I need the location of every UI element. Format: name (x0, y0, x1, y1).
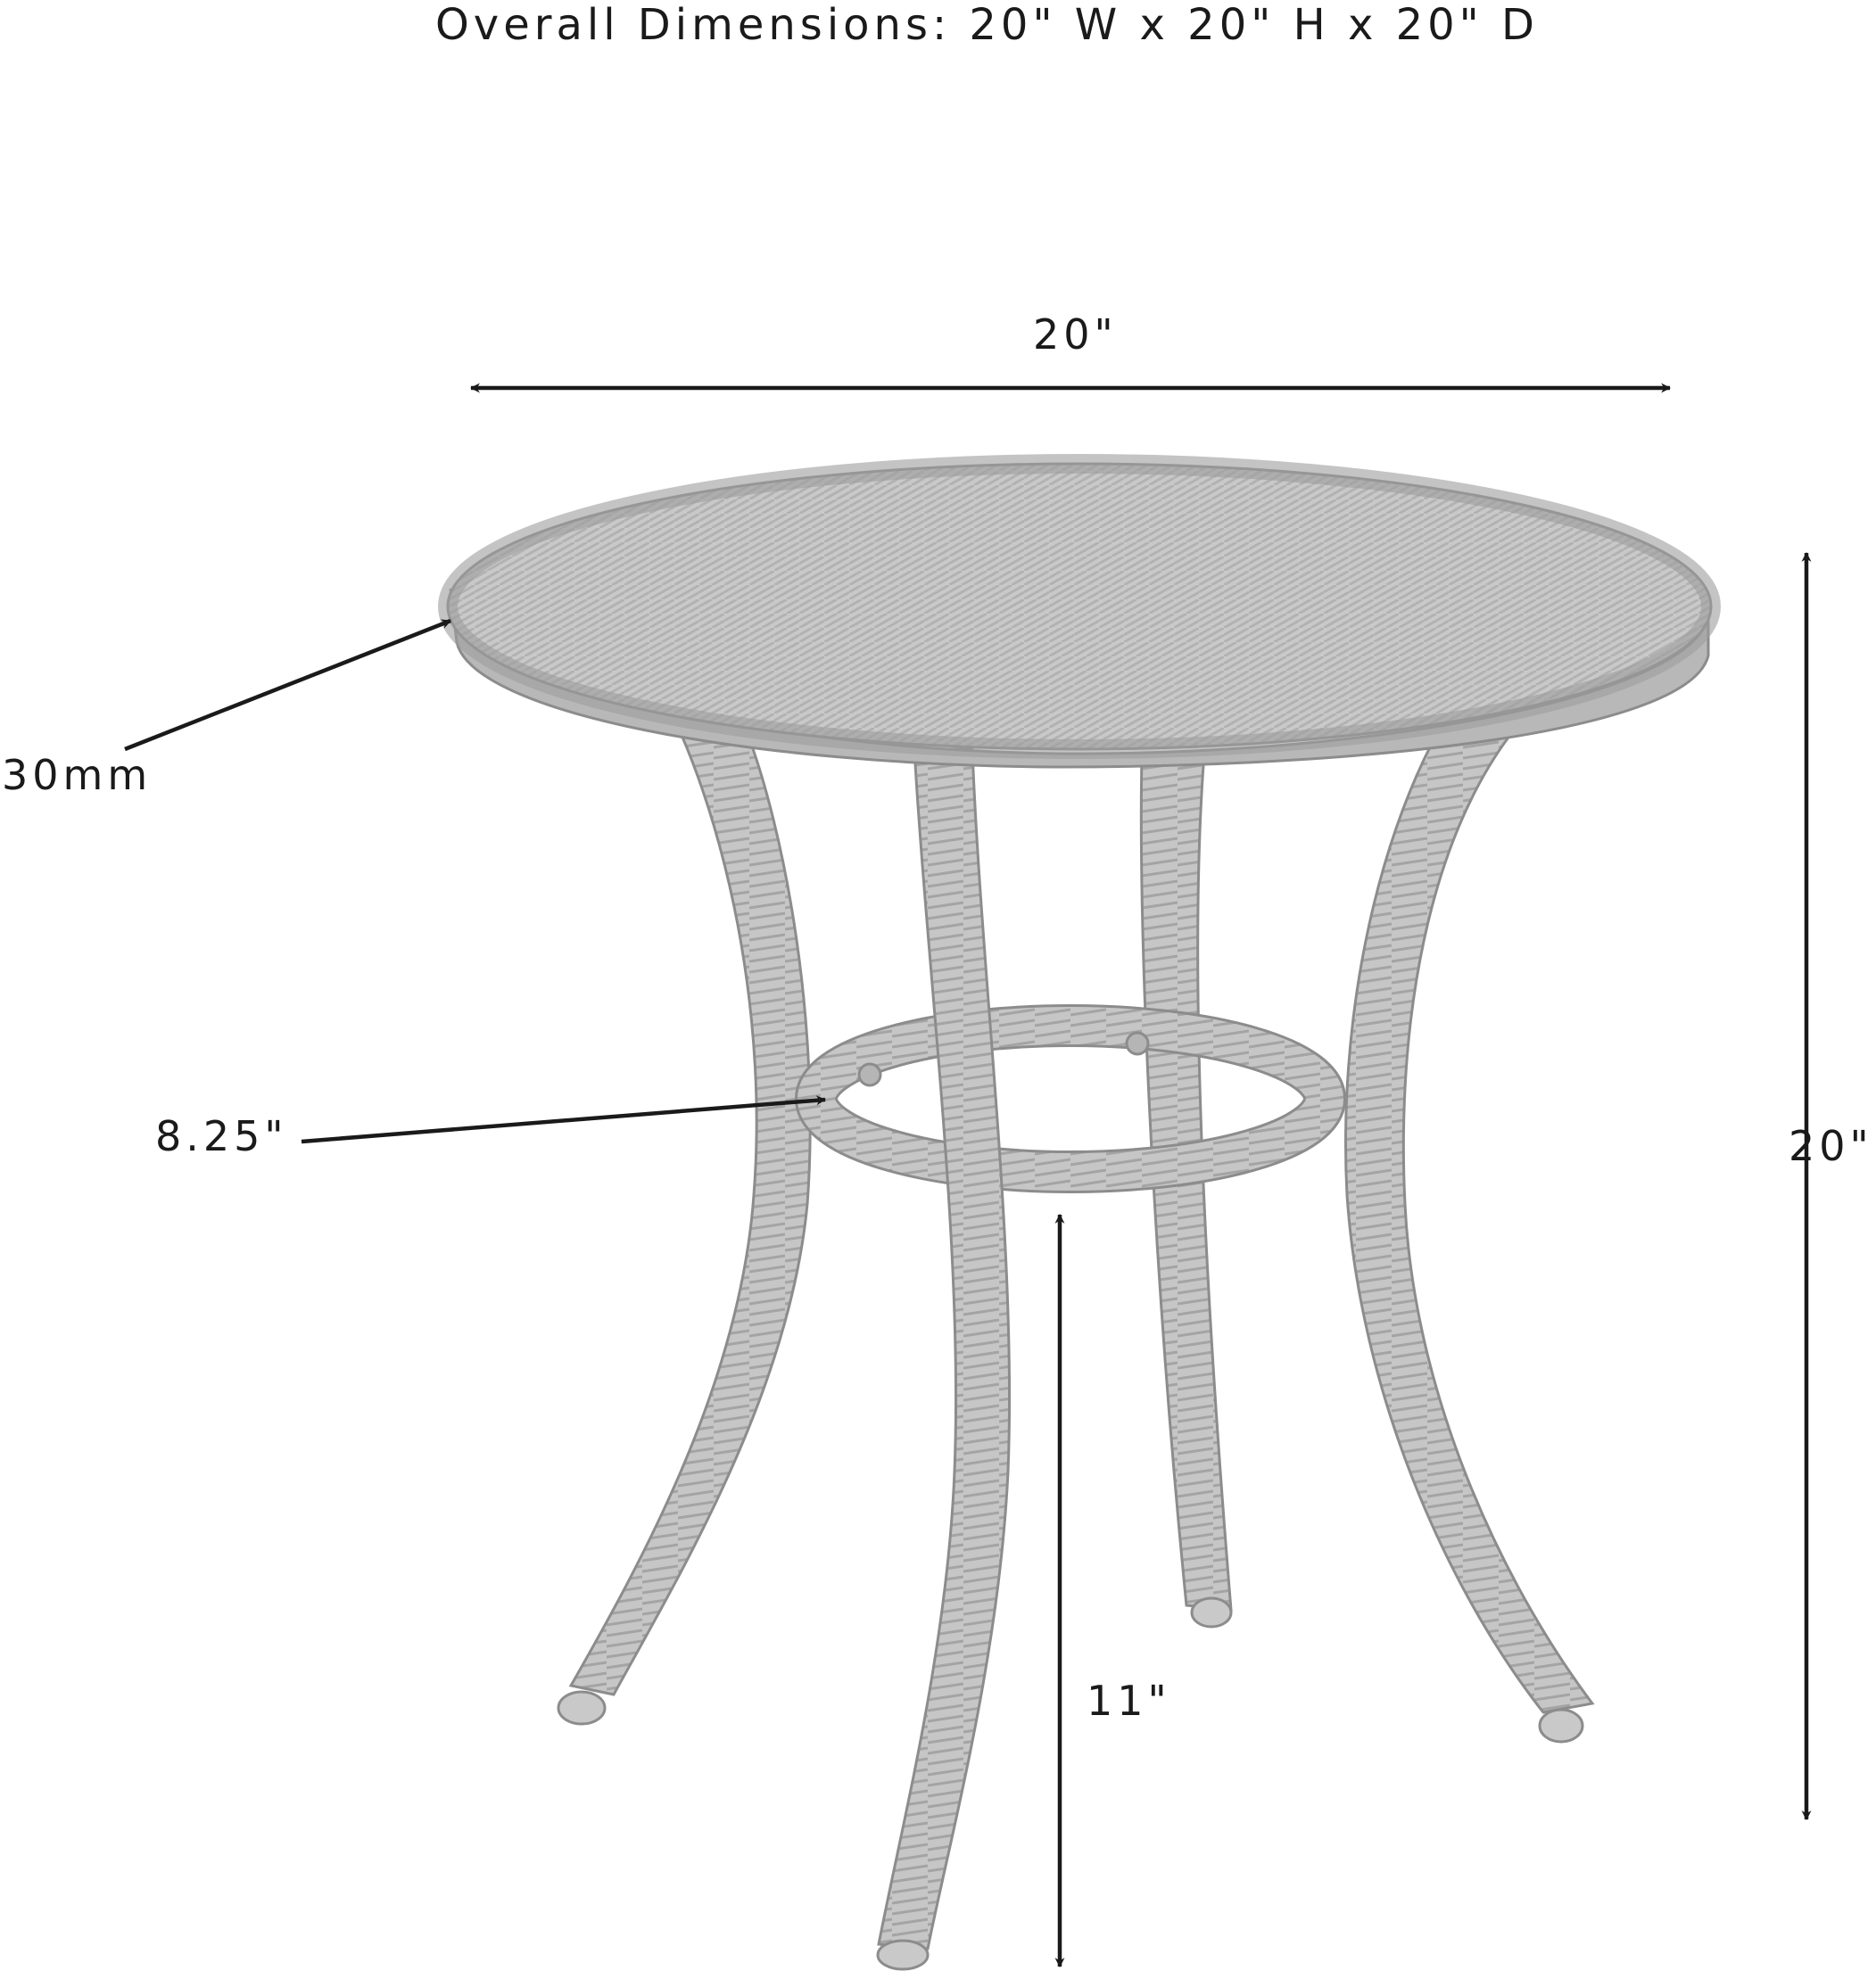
width-label: 20" (1033, 310, 1118, 359)
ring-bolt (1125, 1031, 1150, 1056)
ring-label: 8.25" (155, 1112, 288, 1160)
table-leg-right (1344, 725, 1595, 1714)
ring-bolt (857, 1062, 882, 1087)
leg-clearance-label: 11" (1087, 1677, 1171, 1725)
leg-foot (557, 1690, 607, 1726)
leg-foot (1538, 1708, 1584, 1744)
table-leg-front (877, 747, 1012, 1950)
top-thickness-label: 30mm (2, 751, 153, 799)
table-illustration (438, 454, 1721, 1971)
table-leg-left (568, 725, 812, 1696)
leg-foot (1190, 1596, 1233, 1629)
table-top-rim (438, 454, 1721, 759)
top-thickness-arrow (124, 618, 452, 752)
diagram-title: Overall Dimensions: 20" W x 20" H x 20" … (435, 0, 1539, 50)
table-ring (798, 1007, 1343, 1191)
leg-foot (876, 1939, 930, 1971)
ring-arrow (301, 1095, 827, 1144)
